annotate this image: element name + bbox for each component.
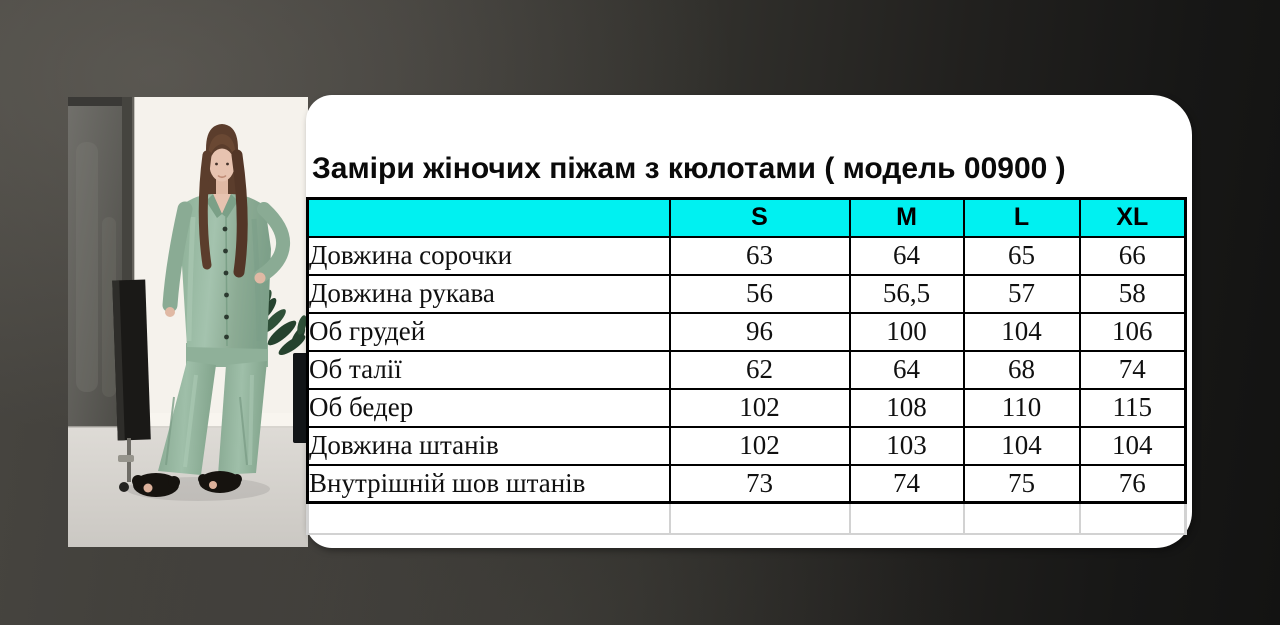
measurement-row: Довжина сорочки 63 64 65 66 — [306, 235, 1187, 276]
plant-decoration — [259, 289, 308, 443]
measurement-value: 57 — [962, 273, 1081, 314]
measurement-value: 104 — [962, 311, 1081, 352]
measurement-row: Об талії 62 64 68 74 — [306, 349, 1187, 390]
measurement-value: 115 — [1078, 387, 1187, 428]
measurement-label: Довжина штанів — [306, 425, 671, 466]
measurement-value: 63 — [668, 235, 851, 276]
measurement-value: 106 — [1078, 311, 1187, 352]
measurement-value: 104 — [1078, 425, 1187, 466]
measurement-value: 56,5 — [848, 273, 965, 314]
measurement-value: 108 — [848, 387, 965, 428]
measurement-row: Об грудей 96 100 104 106 — [306, 311, 1187, 352]
table-header-row: S M L XL — [306, 197, 1187, 238]
measurement-value: 96 — [668, 311, 851, 352]
measurement-value: 64 — [848, 235, 965, 276]
measurement-label: Об талії — [306, 349, 671, 390]
measurement-value: 76 — [1078, 463, 1187, 504]
measurement-value: 103 — [848, 425, 965, 466]
measurement-label: Довжина рукава — [306, 273, 671, 314]
measurement-value: 66 — [1078, 235, 1187, 276]
measurement-row: Довжина рукава 56 56,5 57 58 — [306, 273, 1187, 314]
measurement-value: 73 — [668, 463, 851, 504]
measurement-value: 74 — [848, 463, 965, 504]
size-chart-panel: Заміри жіночих піжам з кюлотами ( модель… — [306, 95, 1192, 548]
measurement-row: Об бедер 102 108 110 115 — [306, 387, 1187, 428]
product-photo — [68, 97, 308, 547]
size-header-l: L — [962, 197, 1081, 238]
measurement-label: Об грудей — [306, 311, 671, 352]
measurement-value: 56 — [668, 273, 851, 314]
measurement-value: 110 — [962, 387, 1081, 428]
size-header-xl: XL — [1078, 197, 1187, 238]
measurement-value: 65 — [962, 235, 1081, 276]
empty-row — [306, 501, 1187, 535]
measurement-value: 62 — [668, 349, 851, 390]
measurement-value: 58 — [1078, 273, 1187, 314]
label-column-header — [306, 197, 671, 238]
measurement-value: 74 — [1078, 349, 1187, 390]
measurement-label: Об бедер — [306, 387, 671, 428]
measurement-value: 68 — [962, 349, 1081, 390]
measurement-value: 75 — [962, 463, 1081, 504]
measurement-value: 64 — [848, 349, 965, 390]
measurement-value: 102 — [668, 425, 851, 466]
measurement-row: Внутрішній шов штанів 73 74 75 76 — [306, 463, 1187, 504]
measurement-value: 104 — [962, 425, 1081, 466]
chart-title: Заміри жіночих піжам з кюлотами ( модель… — [312, 152, 1066, 185]
measurement-label: Довжина сорочки — [306, 235, 671, 276]
backdrop-board — [112, 279, 151, 492]
model-figure — [132, 124, 291, 497]
measurement-label: Внутрішній шов штанів — [306, 463, 671, 504]
measurement-value: 100 — [848, 311, 965, 352]
size-header-m: M — [848, 197, 965, 238]
measurement-value: 102 — [668, 387, 851, 428]
size-header-s: S — [668, 197, 851, 238]
measurement-row: Довжина штанів 102 103 104 104 — [306, 425, 1187, 466]
size-table: S M L XL Довжина сорочки 63 64 65 66 Дов… — [306, 197, 1187, 535]
